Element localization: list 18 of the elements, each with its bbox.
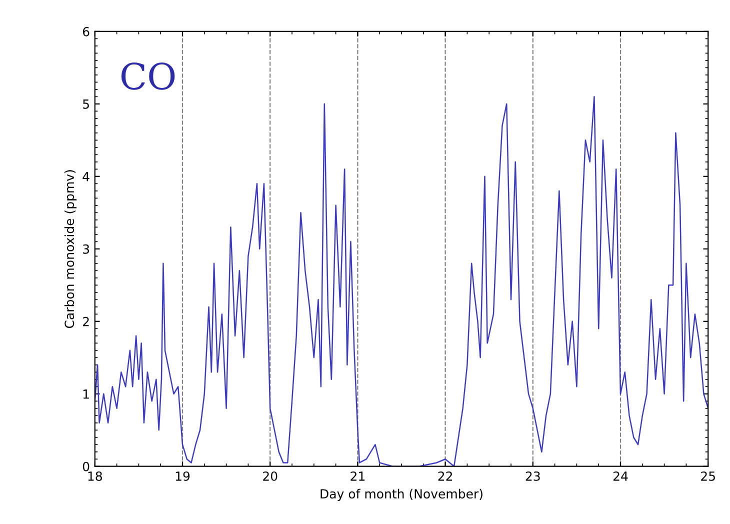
y-tick-label: 3 — [83, 244, 90, 254]
annotation: CO — [121, 62, 175, 90]
y-tick-label: 0 — [82, 462, 90, 472]
y-tick-label: 2 — [83, 316, 89, 326]
y-tick-label: 4 — [82, 172, 90, 182]
x-tick-label: 19 — [176, 471, 190, 481]
y-axis-title: Carbon monoxide (ppmv) — [64, 170, 77, 328]
x-tick-label: 24 — [613, 471, 628, 481]
x-tick-label: 23 — [526, 471, 540, 481]
x-tick-label: 22 — [438, 471, 452, 481]
x-axis-title: Day of month (November) — [320, 488, 482, 501]
y-tick-label: 1 — [83, 390, 89, 399]
y-tick-label: 5 — [83, 100, 89, 109]
x-tick-label: 25 — [701, 471, 715, 481]
x-tick-label: 18 — [88, 471, 102, 481]
x-tick-label: 21 — [350, 471, 364, 481]
x-tick-label: 20 — [263, 471, 278, 481]
y-tick-label: 6 — [82, 26, 90, 36]
